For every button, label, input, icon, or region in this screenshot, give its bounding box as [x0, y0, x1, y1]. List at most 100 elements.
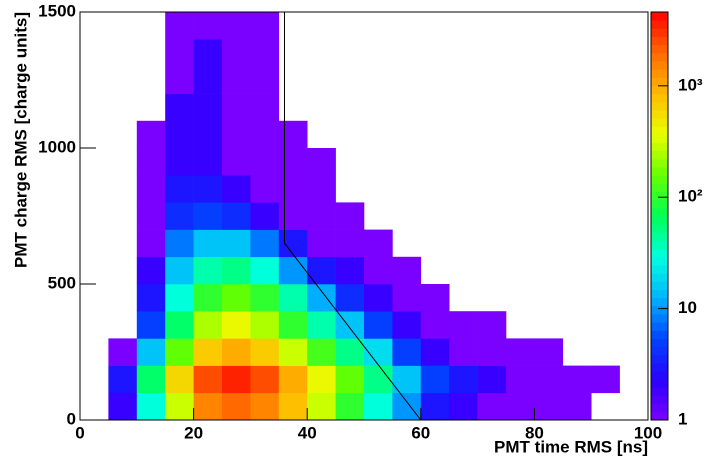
- heat-cell: [449, 94, 478, 122]
- heat-cell: [563, 311, 592, 339]
- colorbar-segment: [651, 330, 668, 339]
- heat-cell: [620, 393, 649, 421]
- heat-cell: [420, 311, 450, 339]
- colorbar-segment: [651, 207, 668, 217]
- heat-cell: [80, 12, 109, 40]
- colorbar-segment: [651, 322, 668, 331]
- heat-cell: [449, 202, 478, 230]
- heat-cell: [506, 392, 535, 421]
- heat-cell: [364, 175, 393, 203]
- heat-cell: [591, 12, 620, 40]
- heat-cell: [307, 39, 336, 66]
- heat-cell: [506, 230, 535, 258]
- heat-cell: [563, 12, 592, 40]
- x-axis-label: PMT time RMS [ns]: [494, 437, 648, 456]
- colorbar-segment: [651, 403, 668, 413]
- heat-cell: [336, 94, 365, 122]
- heat-cell: [336, 148, 365, 176]
- heat-cell: [250, 12, 280, 40]
- heat-cell: [136, 284, 166, 312]
- heat-cell: [563, 175, 592, 203]
- heat-cell: [165, 39, 194, 67]
- heat-cell: [136, 148, 166, 176]
- heat-cell: [307, 256, 336, 285]
- heat-cell: [563, 94, 592, 122]
- colorbar-segment: [651, 281, 668, 290]
- heat-cell: [165, 229, 194, 258]
- heat-cell: [108, 392, 138, 421]
- colorbar-segment: [651, 69, 668, 78]
- heat-cell: [335, 338, 365, 366]
- y-axis-label: PMT charge RMS [charge units]: [11, 12, 30, 268]
- heat-cell: [193, 202, 223, 230]
- colorbar-segment: [651, 150, 668, 160]
- heat-cell: [278, 120, 308, 149]
- heat-cell: [534, 257, 563, 285]
- heat-cell: [80, 393, 109, 421]
- heat-cell: [364, 121, 393, 149]
- heat-cell: [250, 66, 280, 94]
- heat-cell: [336, 12, 365, 40]
- heat-cell: [506, 284, 535, 312]
- heat-cell: [279, 12, 308, 40]
- heat-cell: [534, 365, 564, 394]
- heat-cell: [591, 66, 620, 94]
- heat-cell: [506, 94, 535, 122]
- heat-cell: [335, 392, 365, 421]
- heat-cell: [478, 230, 507, 258]
- heat-cell: [364, 311, 393, 339]
- heat-cell: [137, 94, 166, 122]
- heat-cell: [563, 66, 592, 94]
- heat-cell: [506, 202, 535, 230]
- heat-cell: [534, 94, 563, 122]
- heat-cell: [392, 66, 421, 94]
- heat-cell: [506, 12, 535, 40]
- heat-cell: [279, 39, 308, 66]
- colorbar-segment: [651, 297, 668, 307]
- heat-cell: [108, 338, 138, 366]
- heat-cell: [392, 94, 421, 122]
- heat-cell: [449, 284, 478, 312]
- colorbar-segment: [651, 134, 668, 144]
- heat-cell: [591, 365, 620, 394]
- heat-cell: [108, 202, 137, 230]
- heat-cell: [222, 175, 251, 203]
- heat-cell: [136, 175, 166, 203]
- heat-cell: [136, 392, 166, 421]
- heat-cell: [620, 175, 649, 203]
- heat-cell: [563, 39, 592, 66]
- heat-cell: [193, 93, 223, 122]
- heat-cell: [250, 284, 280, 312]
- heat-cell: [563, 338, 592, 366]
- heat-cell: [335, 284, 365, 312]
- heat-cell: [80, 230, 109, 258]
- heat-cell: [620, 338, 649, 366]
- heat-cell: [563, 148, 592, 176]
- heat-cell: [620, 12, 649, 40]
- heat-cell: [449, 12, 478, 40]
- heat-cell: [620, 39, 649, 66]
- colorbar-segment: [651, 216, 668, 225]
- heat-cell: [534, 284, 563, 312]
- heat-cell: [250, 148, 280, 176]
- heat-cell: [478, 12, 507, 40]
- colorbar-tick-label: 10²: [678, 187, 703, 206]
- heat-cell: [108, 148, 137, 176]
- heat-cell: [278, 311, 308, 339]
- heat-cell: [591, 284, 620, 312]
- heat-cell: [165, 175, 194, 203]
- heat-cell: [307, 121, 336, 149]
- heat-cell: [534, 175, 563, 203]
- heat-cell: [392, 230, 421, 258]
- heat-cell: [421, 66, 450, 94]
- heat-cell: [364, 392, 393, 421]
- heat-cell: [222, 148, 251, 176]
- x-tick-label: 60: [411, 423, 430, 442]
- heat-cell: [193, 392, 223, 421]
- heat-cell: [108, 311, 137, 339]
- heat-cell: [563, 202, 592, 230]
- heat-cell: [80, 66, 109, 94]
- heat-cell: [250, 256, 280, 285]
- heat-cell: [591, 39, 620, 66]
- colorbar-segment: [651, 362, 668, 372]
